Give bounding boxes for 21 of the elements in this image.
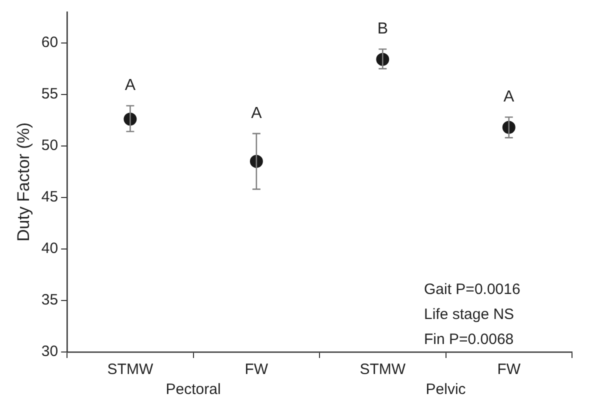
y-tick-label: 45 (41, 188, 58, 206)
x-tick-label: STMW (360, 361, 406, 378)
x-tick-label: FW (244, 361, 269, 378)
x-tick-label: STMW (107, 361, 154, 378)
annotation: Life stage NS (424, 306, 514, 324)
data-label: B (377, 20, 388, 38)
y-tick-label: 40 (41, 240, 58, 258)
y-tick-label: 35 (41, 292, 58, 309)
y-tick-label: 50 (41, 137, 58, 154)
x-tick-label: FW (497, 361, 522, 378)
annotation: Gait P=0.0016 (424, 281, 520, 298)
y-tick-label: 55 (41, 86, 58, 103)
text: Pectoral (166, 381, 221, 398)
data-label: A (251, 104, 262, 122)
y-tick-label: 60 (41, 34, 58, 52)
annotation: Fin P=0.0068 (424, 331, 514, 348)
text: Pelvic (426, 381, 466, 398)
y-axis-title: Duty Factor (%) (14, 122, 33, 242)
data-label: A (124, 77, 136, 94)
data-label: A (504, 88, 515, 106)
y-tick-label: 30 (41, 343, 58, 360)
